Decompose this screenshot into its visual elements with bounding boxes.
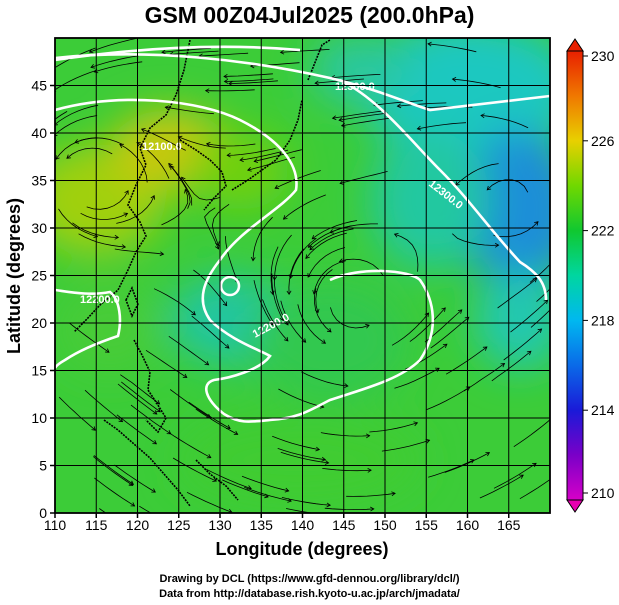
x-tick-label: 115 (85, 517, 108, 533)
y-tick-label: 35 (31, 173, 47, 189)
x-tick-label: 160 (456, 517, 480, 533)
y-tick-label: 5 (39, 458, 47, 474)
y-tick-label: 45 (31, 78, 47, 94)
credit-drawing: Drawing by DCL (https://www.gfd-dennou.o… (159, 573, 460, 585)
y-tick-label: 10 (31, 410, 47, 426)
x-tick-label: 130 (208, 517, 232, 533)
contour-label: 12100.0 (142, 141, 182, 153)
x-tick-label: 145 (332, 517, 356, 533)
colorbar-max-arrow (566, 38, 584, 52)
colorbar-tick-label: 214 (591, 402, 615, 418)
contour-label: 12300.0 (335, 81, 375, 93)
x-tick-label: 120 (126, 517, 150, 533)
height-contours (55, 45, 550, 423)
y-tick-label: 20 (31, 315, 47, 331)
colorbar: 210 214 218 222 226 230 (566, 38, 615, 513)
x-tick-label: 155 (415, 517, 439, 533)
colorbar-tick-label: 210 (591, 485, 615, 501)
colorbar-tick-label: 230 (591, 48, 615, 64)
colorbar-tick-label: 222 (591, 223, 615, 239)
y-tick-label: 25 (31, 268, 47, 284)
colorbar-tick-label: 218 (591, 312, 615, 328)
y-axis-label: Latitude (degrees) (4, 198, 24, 354)
x-tick-label: 135 (250, 517, 274, 533)
y-tick-label: 30 (31, 220, 47, 236)
colorbar-min-arrow (566, 499, 584, 513)
y-tick-label: 40 (31, 125, 47, 141)
y-axis: 0 5 10 15 20 25 30 35 40 45 (31, 78, 55, 521)
credit-data: Data from http://database.rish.kyoto-u.a… (159, 588, 460, 600)
x-tick-label: 140 (291, 517, 315, 533)
contour-label: 12200.0 (80, 294, 120, 306)
x-tick-label: 110 (44, 517, 67, 533)
x-tick-label: 125 (167, 517, 191, 533)
x-axis-label: Longitude (degrees) (215, 539, 388, 559)
x-tick-label: 150 (373, 517, 397, 533)
map-title: GSM 00Z04Jul2025 (200.0hPa) (144, 2, 475, 28)
x-axis: 110 115 120 125 130 135 140 145 150 155 160 165 (44, 513, 521, 533)
streamlines (55, 38, 550, 513)
x-tick-label: 165 (497, 517, 521, 533)
lat-lon-grid (55, 38, 550, 513)
y-tick-label: 15 (31, 363, 47, 379)
colorbar-tick-label: 226 (591, 133, 615, 149)
colorbar-gradient (566, 50, 584, 501)
y-tick-label: 0 (39, 505, 47, 521)
